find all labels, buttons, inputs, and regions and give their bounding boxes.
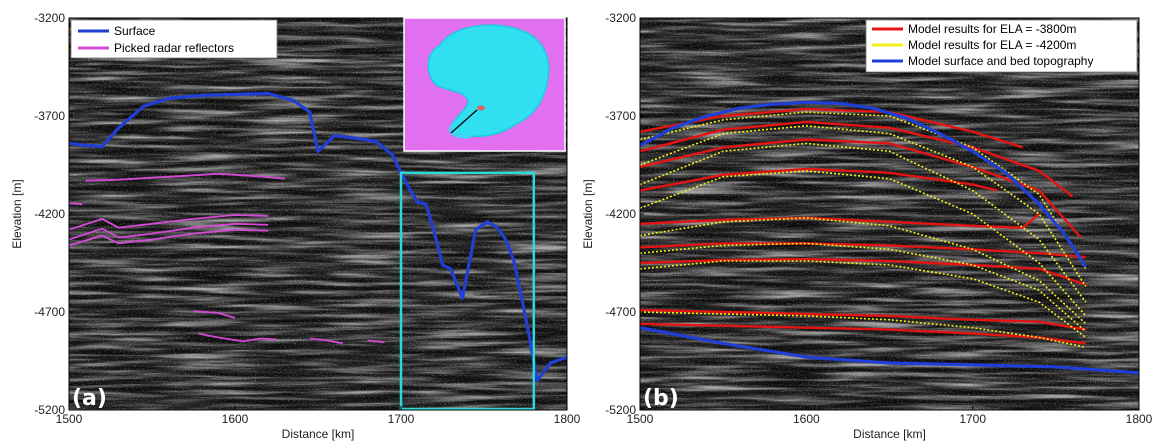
reflector-line bbox=[69, 202, 83, 206]
legend-label-reflectors: Picked radar reflectors bbox=[114, 41, 234, 55]
x-tick-label: 1500 bbox=[627, 412, 654, 426]
radargram-speckle-b bbox=[640, 18, 1139, 410]
model-layer-ela4200 bbox=[640, 125, 1087, 287]
y-tick-label: -4200 bbox=[34, 207, 65, 221]
reflector-line bbox=[69, 222, 269, 241]
inset-red-marker bbox=[477, 105, 485, 111]
model-layer-ela3800 bbox=[640, 308, 1086, 331]
panel-b: 1500 1600 1700 1800 -3200 -3700 -4200 -4700 -520… bbox=[581, 11, 1153, 441]
y-axis-label: Elevation [m] bbox=[10, 179, 24, 248]
x-tick-label: 1600 bbox=[793, 412, 820, 426]
model-layer-ela4200 bbox=[640, 242, 1087, 333]
x-axis-label: Distance [km] bbox=[282, 427, 355, 441]
y-tick-label: -3200 bbox=[605, 11, 636, 25]
panel-a: 1500 1600 1700 1800 -3200 -3700 -4200 -4700 -520… bbox=[10, 11, 581, 441]
model-layer-ela3800 bbox=[640, 120, 1074, 198]
panel-label-a: (a) bbox=[72, 386, 107, 411]
y-tick-label: -3700 bbox=[605, 109, 636, 123]
inset-map bbox=[403, 17, 566, 152]
highlight-box bbox=[399, 171, 536, 410]
inset-profile-line bbox=[450, 109, 478, 134]
x-tick-label: 1600 bbox=[222, 412, 249, 426]
reflector-line bbox=[69, 228, 269, 247]
panel-label-b: (b) bbox=[643, 386, 679, 411]
model-layer-ela4200 bbox=[640, 170, 1087, 317]
model-layer-ela4200 bbox=[640, 142, 1087, 303]
series-layer-b bbox=[640, 100, 1139, 375]
reflector-line bbox=[367, 339, 385, 344]
model-layer-ela4200 bbox=[640, 111, 1087, 270]
model-layer-ela3800 bbox=[640, 257, 1087, 286]
y-tick-label: -5200 bbox=[34, 403, 65, 417]
y-tick-label: -4700 bbox=[34, 305, 65, 319]
legend-box-a bbox=[70, 19, 278, 59]
legend-label-ela3800: Model results for ELA = -3800m bbox=[908, 22, 1076, 36]
inset-ice-sheet bbox=[427, 24, 550, 138]
y-axis-label: Elevation [m] bbox=[581, 179, 595, 248]
y-tick-label: -4700 bbox=[605, 305, 636, 319]
legend-b: Model results for ELA = -3800m Model res… bbox=[865, 19, 1138, 73]
model-layer-ela3800 bbox=[640, 138, 1082, 239]
model-layer-ela4200 bbox=[640, 311, 1086, 349]
model-layer-ela3800 bbox=[640, 242, 1086, 259]
x-tick-label: 1700 bbox=[959, 412, 986, 426]
model-layer-ela3800 bbox=[640, 167, 998, 192]
model-layer-ela3800 bbox=[640, 107, 1023, 149]
x-axis-label: Distance [km] bbox=[853, 427, 926, 441]
x-tick-label: 1500 bbox=[56, 412, 83, 426]
reflector-line bbox=[198, 332, 277, 343]
legend-label-ela4200: Model results for ELA = -4200m bbox=[908, 38, 1076, 52]
model-layer-ela3800 bbox=[640, 213, 1040, 229]
y-tick-label: -4200 bbox=[605, 207, 636, 221]
x-tick-label: 1700 bbox=[388, 412, 415, 426]
model-surface-line bbox=[640, 100, 1088, 268]
x-tick-label: 1800 bbox=[554, 412, 581, 426]
reflector-line bbox=[309, 337, 344, 345]
axes-b: 1500 1600 1700 1800 -3200 -3700 -4200 -4700 -520… bbox=[581, 11, 1153, 441]
reflector-line bbox=[85, 172, 285, 182]
legend-label-topography: Model surface and bed topography bbox=[908, 54, 1093, 68]
y-tick-label: -5200 bbox=[605, 403, 636, 417]
reflector-line bbox=[193, 310, 236, 319]
surface-line bbox=[69, 91, 567, 383]
reflector-line bbox=[69, 214, 269, 231]
model-layer-ela4200 bbox=[640, 260, 1087, 339]
inset-ice-lobe bbox=[448, 117, 480, 139]
legend-a: Surface Picked radar reflectors bbox=[70, 19, 278, 59]
x-tick-label: 1800 bbox=[1126, 412, 1153, 426]
legend-label-surface: Surface bbox=[114, 24, 156, 38]
legend-box-b bbox=[865, 19, 1138, 73]
model-layer-ela4200 bbox=[640, 217, 1087, 325]
model-bed-line bbox=[640, 326, 1139, 375]
y-tick-label: -3700 bbox=[34, 109, 65, 123]
series-layer-a bbox=[69, 91, 567, 410]
axes-a: 1500 1600 1700 1800 -3200 -3700 -4200 -4700 -520… bbox=[10, 11, 581, 441]
y-tick-label: -3200 bbox=[34, 11, 65, 25]
